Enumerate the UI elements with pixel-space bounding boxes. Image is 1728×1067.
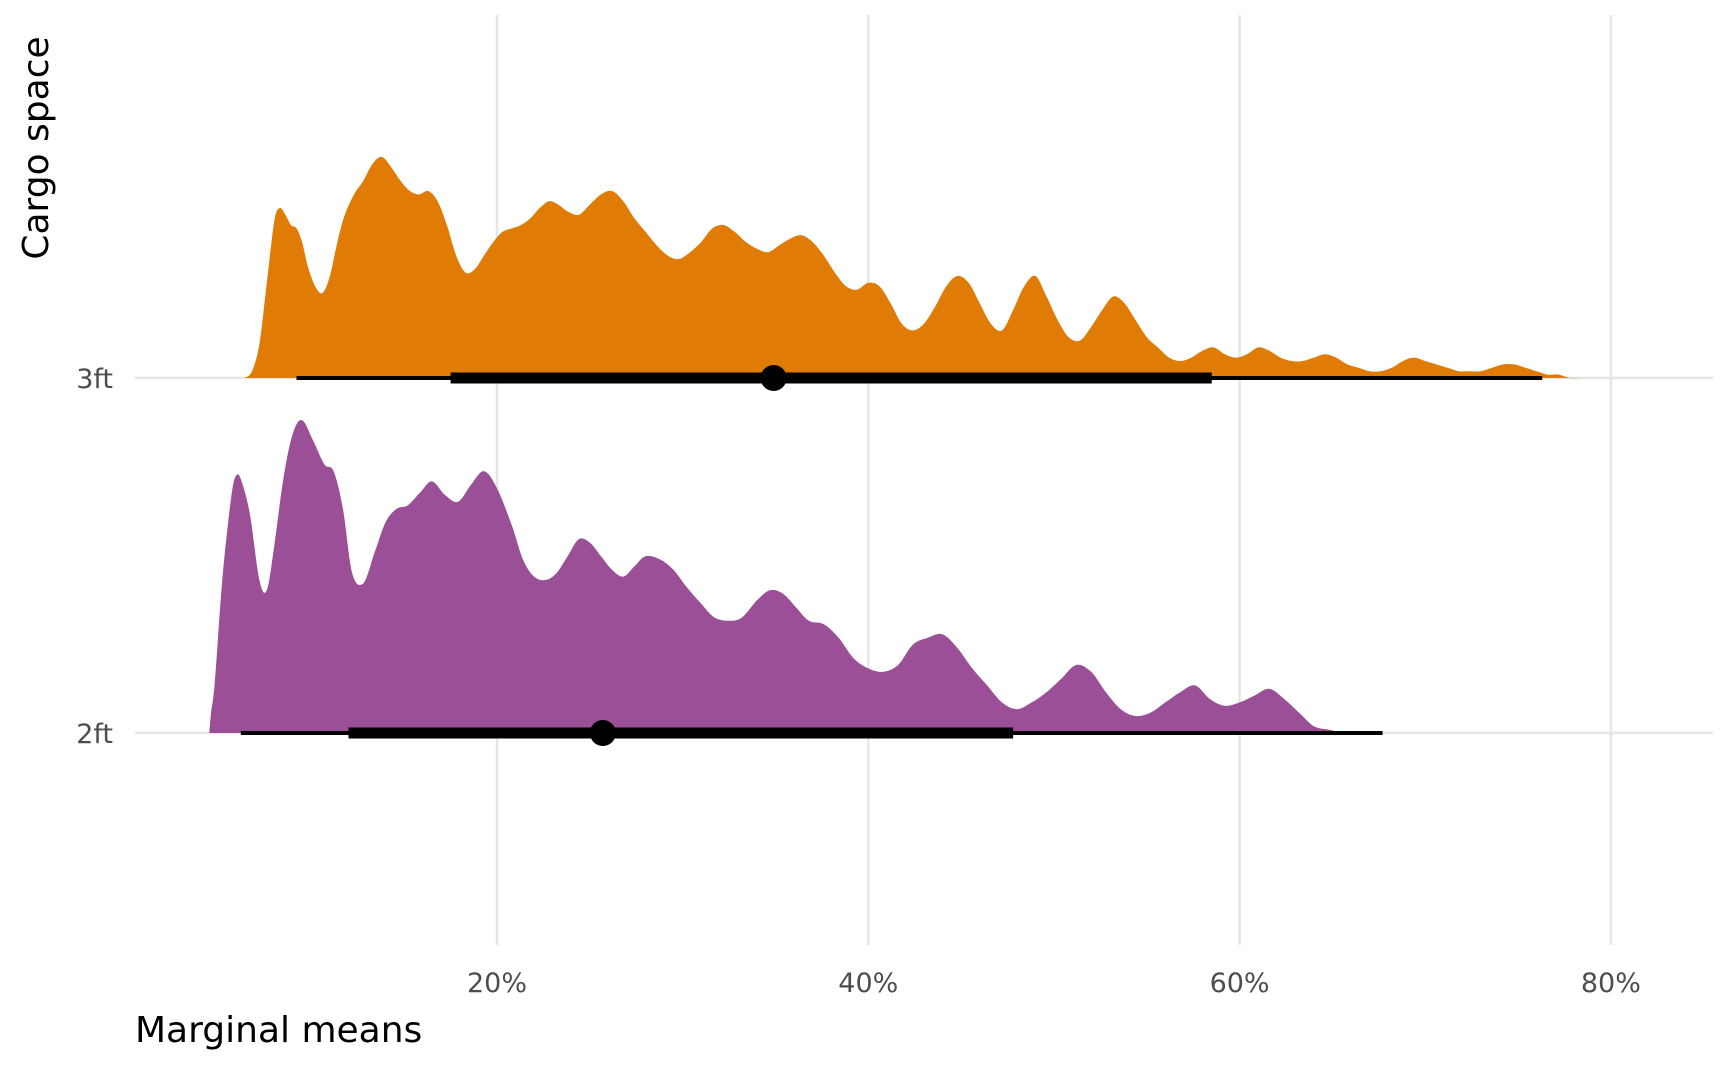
- grid-layer: [135, 15, 1713, 945]
- x-tick-label-1: 40%: [838, 968, 898, 999]
- density-layer: [209, 156, 1645, 734]
- y-axis-title: Cargo space: [16, 36, 57, 259]
- interval-layer: [240, 365, 1543, 746]
- y-tick-label-3ft: 3ft: [76, 364, 113, 395]
- tick-layer: 20% 40% 60% 80% 2ft 3ft: [76, 364, 1641, 999]
- x-tick-label-0: 20%: [467, 968, 527, 999]
- point-estimate-3ft: [760, 365, 787, 391]
- y-tick-label-2ft: 2ft: [76, 719, 113, 750]
- x-tick-label-2: 60%: [1210, 968, 1270, 999]
- density-ridge-3ft: [244, 156, 1645, 379]
- x-tick-label-3: 80%: [1581, 968, 1641, 999]
- point-estimate-2ft: [589, 720, 616, 746]
- density-ridge-2ft: [209, 420, 1515, 734]
- x-axis-title: Marginal means: [135, 1010, 422, 1051]
